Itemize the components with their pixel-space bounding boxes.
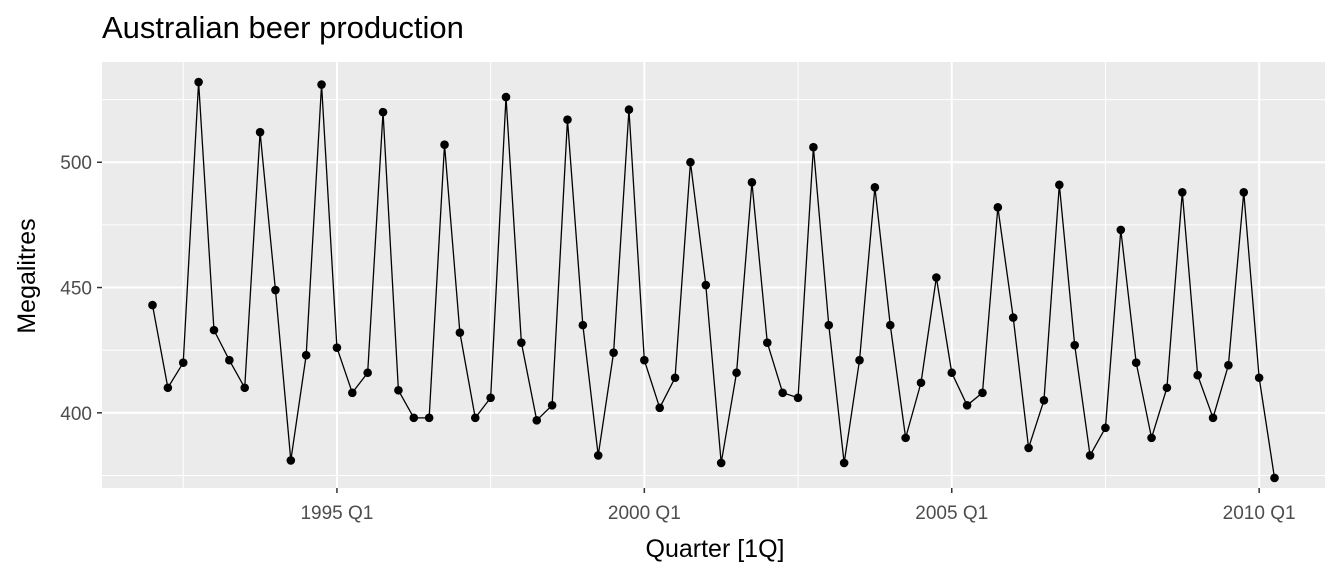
data-point: [348, 388, 357, 398]
data-point: [563, 115, 572, 124]
x-tick-label: 2005 Q1: [915, 503, 988, 524]
data-point: [855, 355, 864, 365]
data-point: [1131, 358, 1141, 368]
data-point: [148, 300, 157, 310]
data-point: [1193, 370, 1202, 380]
data-point: [470, 413, 480, 423]
data-point: [394, 385, 403, 395]
data-point: [317, 80, 326, 89]
x-axis-title: Quarter [1Q]: [646, 535, 785, 563]
y-tick-label: 450: [60, 279, 92, 300]
data-point: [501, 92, 511, 102]
x-tick-label: 1995 Q1: [300, 503, 373, 524]
data-point: [1055, 180, 1064, 190]
data-point: [655, 403, 665, 413]
data-point: [640, 355, 649, 365]
data-point: [194, 77, 203, 87]
data-point: [209, 325, 219, 335]
data-point: [1177, 188, 1187, 197]
y-axis-title: Megalitres: [13, 218, 41, 333]
data-point: [885, 320, 895, 330]
series-production: [148, 77, 1279, 483]
data-point: [716, 458, 726, 468]
data-point: [809, 142, 818, 152]
data-point: [1101, 423, 1110, 433]
data-point: [732, 368, 741, 378]
data-point: [1208, 413, 1218, 423]
data-point: [762, 338, 772, 347]
tick-labels: 400 450 500 1995 Q1 2000 Q1 2005 Q1 2010 Q1: [60, 153, 1295, 524]
data-point: [1162, 383, 1172, 393]
data-point: [1239, 188, 1249, 197]
data-point: [947, 368, 957, 378]
data-point: [363, 368, 372, 378]
chart-title: Australian beer production: [102, 10, 464, 45]
y-tick-label: 400: [60, 404, 92, 425]
plot-panel: [102, 62, 1325, 488]
data-point: [870, 182, 880, 192]
major-gridlines: [102, 62, 1325, 488]
series-line: [151, 81, 1276, 479]
data-point: [286, 456, 296, 465]
data-point: [778, 388, 787, 398]
data-point: [993, 203, 1003, 212]
data-point: [517, 338, 526, 347]
data-point: [1254, 373, 1264, 383]
data-point: [1008, 313, 1018, 322]
data-point: [793, 393, 803, 403]
data-point: [271, 285, 280, 295]
data-point: [609, 348, 618, 357]
x-tick-label: 2000 Q1: [608, 503, 681, 524]
data-point: [532, 416, 542, 425]
data-point: [1085, 451, 1095, 460]
data-point: [440, 140, 449, 149]
data-point: [916, 378, 926, 388]
axis-ticks: [97, 161, 1260, 493]
data-point: [686, 157, 695, 167]
x-tick-label: 2010 Q1: [1223, 503, 1296, 524]
data-point: [455, 328, 465, 337]
data-point: [178, 358, 188, 368]
data-point: [547, 401, 557, 410]
data-point: [670, 373, 680, 383]
data-point: [378, 107, 388, 117]
data-point: [255, 127, 265, 137]
data-point: [593, 451, 603, 460]
y-tick-label: 500: [60, 153, 92, 174]
data-point: [839, 458, 849, 468]
data-point: [624, 105, 634, 114]
data-point: [424, 413, 434, 423]
data-point: [1224, 360, 1233, 370]
data-point: [225, 355, 234, 365]
data-point: [578, 320, 588, 330]
data-point: [1039, 395, 1049, 405]
data-point: [1070, 340, 1079, 350]
data-point: [747, 177, 757, 187]
data-point: [932, 273, 941, 282]
data-point: [901, 433, 910, 443]
data-point: [332, 343, 342, 352]
data-point: [409, 413, 419, 423]
data-point: [701, 280, 711, 290]
panel-background: [102, 62, 1325, 488]
data-point: [1147, 433, 1156, 443]
data-point: [1270, 473, 1279, 483]
data-point: [1024, 443, 1033, 453]
data-point: [962, 401, 972, 410]
data-point: [486, 393, 495, 403]
data-point: [1116, 225, 1126, 235]
data-point: [163, 383, 173, 393]
data-point: [978, 388, 987, 398]
data-point: [824, 320, 834, 330]
data-point: [301, 350, 311, 360]
data-point: [240, 383, 250, 393]
